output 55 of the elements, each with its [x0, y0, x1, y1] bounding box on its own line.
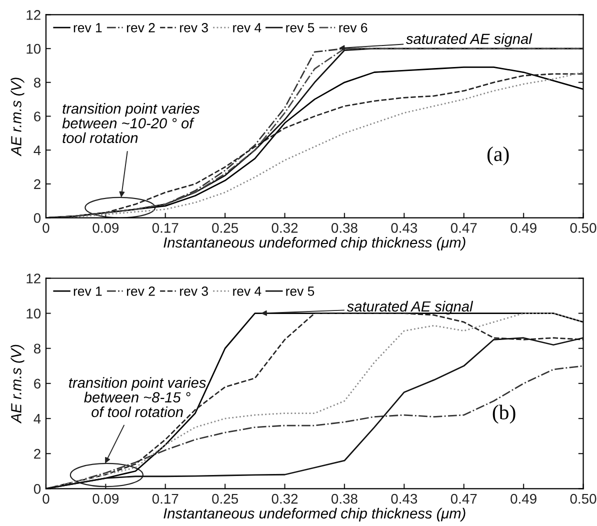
y-tick-label: 10	[26, 308, 41, 318]
x-tick-label: 0.25	[212, 494, 238, 504]
annotation: (b)	[492, 404, 516, 424]
legend-label: rev 4	[233, 23, 262, 32]
x-tick-label: 0.50	[570, 494, 596, 504]
legend-label: rev 4	[233, 286, 262, 296]
annotation: transition point varies between ~10-20 ° of tool rotation	[62, 103, 200, 144]
y-tick-label: 4	[34, 414, 41, 424]
annotation: transition point varies between ~8-15 ° of tool rotation	[69, 377, 206, 418]
x-axis-title: Instantaneous undeformed chip thickness (μm)	[164, 508, 466, 522]
legend-label: rev 2	[126, 22, 155, 32]
x-tick-label: 0.25	[212, 222, 238, 233]
x-tick-label: 0.09	[92, 494, 119, 504]
legend-label: rev 6	[339, 22, 368, 32]
x-tick-label: 0.47	[450, 222, 477, 233]
y-tick-label: 6	[34, 112, 40, 122]
x-tick-label: 0.47	[450, 494, 477, 504]
x-tick-label: 0.09	[92, 222, 119, 233]
x-tick-label: 0.32	[272, 494, 298, 504]
x-tick-label: 0.50	[570, 222, 596, 233]
legend-label: rev 1	[74, 286, 102, 296]
y-tick-label: 12	[26, 274, 40, 284]
annotation: (a)	[487, 146, 509, 166]
x-tick-label: 0.38	[331, 222, 358, 233]
annotation: saturated AE signal	[346, 300, 474, 315]
x-axis-title: Instantaneous undeformed chip thickness (μm)	[164, 236, 466, 251]
x-tick-label: 0	[42, 222, 50, 233]
x-tick-label: 0.49	[510, 222, 536, 233]
y-tick-label: 2	[34, 448, 40, 459]
y-tick-label: 0	[34, 484, 41, 494]
legend-label: rev 2	[126, 286, 155, 296]
x-tick-label: 0.49	[510, 494, 536, 504]
y-tick-label: 6	[34, 378, 40, 389]
y-tick-label: 12	[26, 10, 40, 20]
x-tick-label: 0.17	[152, 222, 178, 233]
y-axis-title: AE r.m.s (V)	[10, 344, 24, 424]
x-tick-label: 0.43	[391, 494, 418, 504]
x-tick-label: 0.43	[391, 222, 418, 233]
legend-label: rev 3	[180, 22, 208, 32]
legend-label: rev 5	[286, 23, 314, 32]
x-tick-label: 0.17	[152, 494, 178, 504]
y-tick-label: 8	[34, 78, 41, 88]
y-tick-label: 8	[34, 344, 41, 354]
legend-label: rev 1	[74, 23, 102, 32]
y-tick-label: 0	[34, 213, 41, 223]
x-tick-label: 0.38	[331, 494, 358, 504]
x-tick-label: 0.32	[272, 222, 298, 233]
y-axis-title: AE r.m.s (V)	[10, 78, 24, 156]
y-tick-label: 4	[34, 146, 41, 156]
y-tick-label: 2	[34, 179, 40, 189]
legend-label: rev 5	[286, 286, 314, 296]
annotation: saturated AE signal	[406, 33, 532, 47]
legend-label: rev 3	[180, 286, 208, 296]
x-tick-label: 0	[42, 494, 50, 504]
y-tick-label: 10	[26, 44, 41, 54]
